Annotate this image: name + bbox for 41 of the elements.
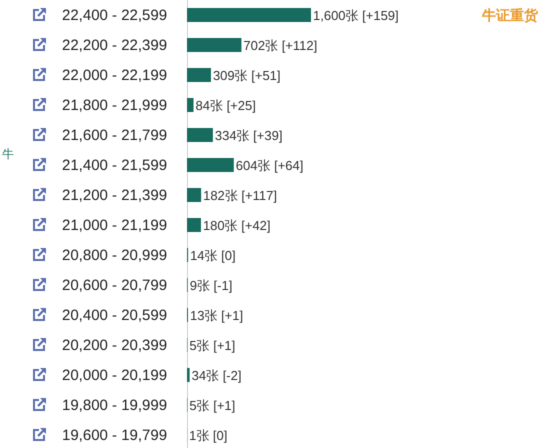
data-label: 34张 [-2] bbox=[192, 368, 242, 383]
data-label: 604张 [+64] bbox=[236, 158, 304, 173]
y-tick-label: 20,000 - 20,199 bbox=[62, 367, 168, 384]
data-label: 1,600张 [+159] bbox=[313, 8, 399, 23]
y-tick-label: 22,200 - 22,399 bbox=[62, 37, 168, 54]
data-label: 9张 [-1] bbox=[190, 278, 232, 293]
bar bbox=[187, 68, 211, 82]
y-tick-label: 20,200 - 20,399 bbox=[62, 337, 168, 354]
data-label: 14张 [0] bbox=[190, 248, 236, 263]
bar bbox=[187, 218, 201, 232]
y-tick-label: 20,600 - 20,799 bbox=[62, 277, 168, 294]
y-tick-label: 21,400 - 21,599 bbox=[62, 157, 168, 174]
data-label: 5张 [+1] bbox=[189, 398, 236, 413]
data-label: 13张 [+1] bbox=[190, 308, 244, 323]
data-label: 5张 [+1] bbox=[189, 338, 236, 353]
y-tick-label: 19,800 - 19,999 bbox=[62, 397, 168, 414]
bar bbox=[187, 38, 242, 52]
y-tick-label: 21,800 - 21,999 bbox=[62, 97, 168, 114]
bar bbox=[187, 368, 190, 382]
data-label: 1张 [0] bbox=[189, 428, 228, 443]
data-label: 180张 [+42] bbox=[202, 218, 271, 233]
bar bbox=[187, 98, 194, 112]
data-label: 334张 [+39] bbox=[214, 128, 282, 143]
data-label: 84张 [+25] bbox=[196, 98, 256, 113]
data-label: 702张 [+112] bbox=[243, 38, 318, 53]
y-tick-label: 20,400 - 20,599 bbox=[62, 307, 168, 324]
y-axis-title: 牛 bbox=[2, 147, 14, 161]
y-tick-label: 19,600 - 19,799 bbox=[62, 427, 168, 444]
y-tick-label: 22,000 - 22,199 bbox=[62, 67, 168, 84]
y-tick-label: 21,000 - 21,199 bbox=[62, 217, 168, 234]
y-tick-label: 21,600 - 21,799 bbox=[62, 127, 168, 144]
bar bbox=[187, 128, 213, 142]
data-label: 182张 [+117] bbox=[203, 188, 277, 203]
y-tick-label: 20,800 - 20,999 bbox=[62, 247, 168, 264]
bar bbox=[187, 188, 202, 202]
bar bbox=[187, 8, 311, 22]
y-tick-label: 21,200 - 21,399 bbox=[62, 187, 168, 204]
data-label: 309张 [+51] bbox=[212, 68, 281, 83]
y-tick-label: 22,400 - 22,599 bbox=[62, 7, 168, 24]
text: 牛证重货 bbox=[481, 7, 539, 23]
bar bbox=[187, 158, 234, 172]
